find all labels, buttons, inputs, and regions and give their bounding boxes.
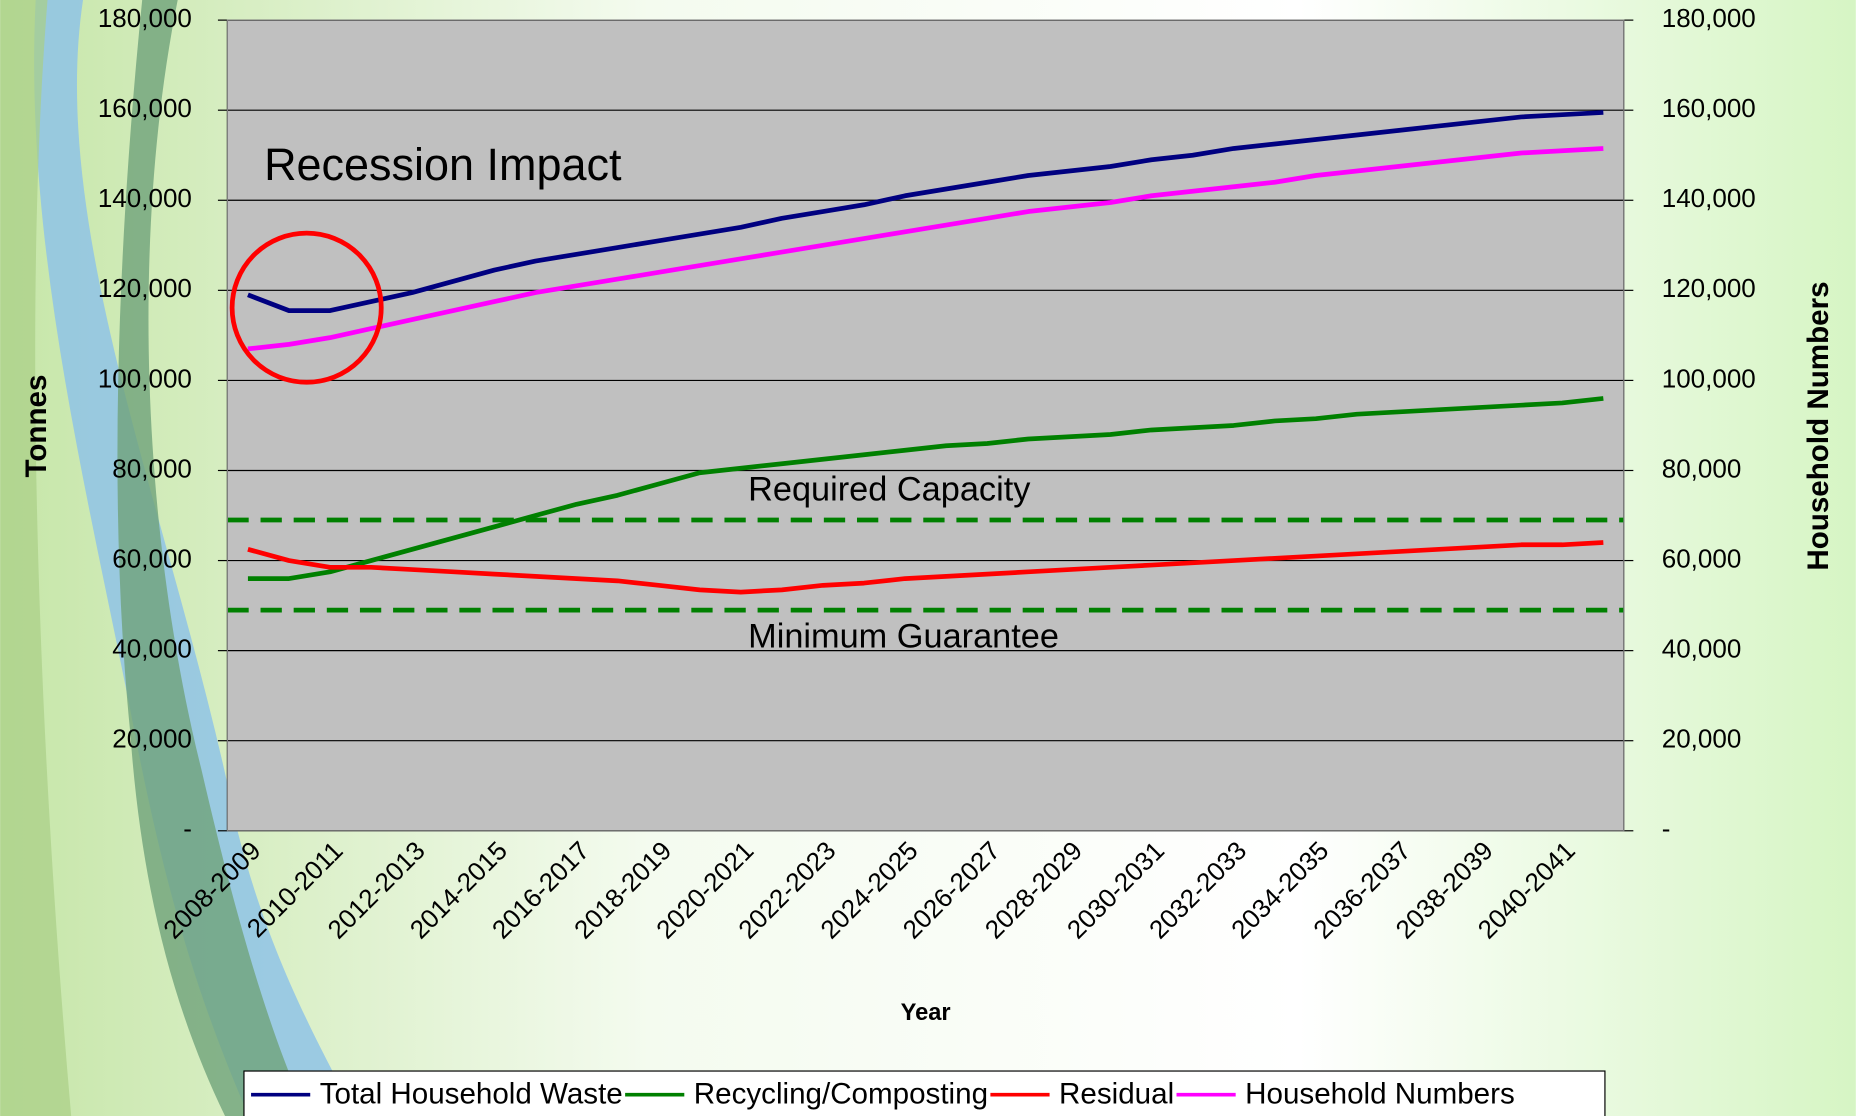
y-tick-label: 20,000 xyxy=(112,724,192,754)
y-tick-label: - xyxy=(183,814,192,844)
y2-tick-label: 120,000 xyxy=(1662,273,1756,303)
series-line xyxy=(247,146,1604,352)
plot-area xyxy=(226,19,1625,832)
legend-label: Residual xyxy=(1059,1078,1174,1111)
y2-tick-label: 40,000 xyxy=(1662,634,1742,664)
y-axis-title: Tonnes xyxy=(20,375,53,478)
y-tick-label: 160,000 xyxy=(98,93,192,123)
recession-circle xyxy=(229,230,384,385)
series-line xyxy=(247,396,1604,581)
y-tick-label: 180,000 xyxy=(98,3,192,33)
series-line xyxy=(247,540,1604,595)
legend-label: Household Numbers xyxy=(1245,1078,1515,1111)
x-axis-title: Year xyxy=(901,1000,951,1026)
series-line xyxy=(247,110,1604,313)
y2-tick-label: - xyxy=(1662,814,1671,844)
annotation: Required Capacity xyxy=(748,471,1031,509)
decor-edge xyxy=(0,0,72,1116)
y-tick-label: 100,000 xyxy=(98,363,192,393)
y-tick-label: 60,000 xyxy=(112,543,192,573)
y2-tick-label: 140,000 xyxy=(1662,183,1756,213)
y2-tick-label: 60,000 xyxy=(1662,543,1742,573)
annotation: Minimum Guarantee xyxy=(748,618,1059,656)
y2-tick-label: 160,000 xyxy=(1662,93,1756,123)
y2-tick-label: 20,000 xyxy=(1662,724,1742,754)
y-tick-label: 140,000 xyxy=(98,183,192,213)
decor-swoosh-green xyxy=(117,0,308,1116)
y-tick-label: 80,000 xyxy=(112,453,192,483)
y2-tick-label: 80,000 xyxy=(1662,453,1742,483)
annotation: Recession Impact xyxy=(264,139,622,190)
legend xyxy=(243,1070,1606,1116)
legend-label: Total Household Waste xyxy=(320,1078,623,1111)
y-tick-label: 120,000 xyxy=(98,273,192,303)
y2-axis-title: Household Numbers xyxy=(1802,281,1835,570)
y2-tick-label: 100,000 xyxy=(1662,363,1756,393)
y-tick-label: 40,000 xyxy=(112,634,192,664)
y2-tick-label: 180,000 xyxy=(1662,3,1756,33)
plot-border xyxy=(226,19,1625,832)
legend-label: Recycling/Composting xyxy=(694,1078,988,1111)
